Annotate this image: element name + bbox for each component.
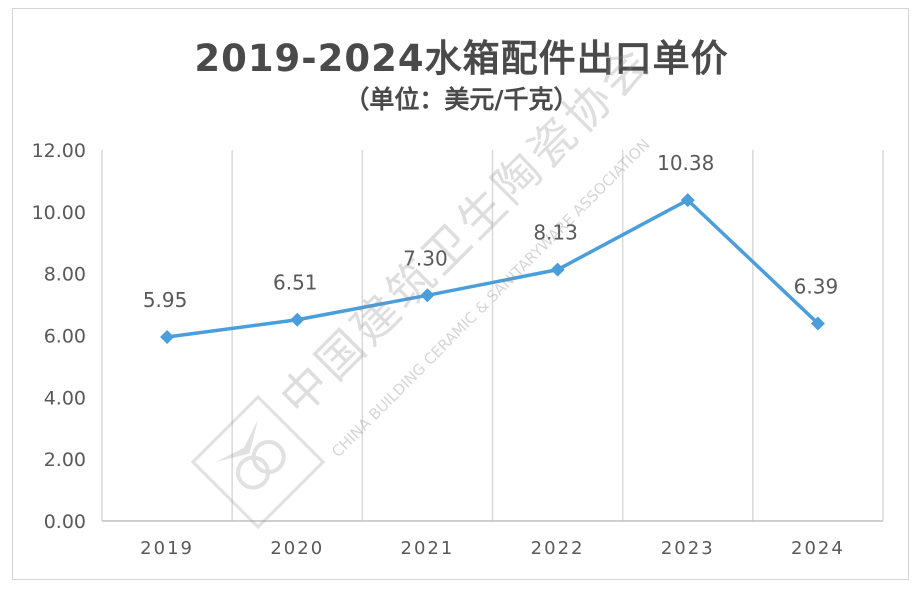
data-point-marker [680, 193, 695, 208]
x-tick-label: 2020 [270, 538, 324, 559]
x-tick-label: 2023 [661, 538, 715, 559]
x-tick-label: 2019 [140, 538, 194, 559]
data-point-marker [550, 262, 565, 277]
x-tick-label: 2024 [791, 538, 845, 559]
data-label: 8.13 [533, 221, 578, 245]
gridlines [101, 150, 884, 521]
data-point-marker [420, 288, 435, 303]
data-labels: 5.95 6.51 7.30 8.13 10.38 6.39 [143, 151, 838, 312]
data-point-marker [290, 312, 305, 327]
data-point-marker [160, 330, 175, 345]
data-label: 5.95 [143, 288, 188, 312]
data-label: 6.51 [273, 271, 318, 295]
series-markers [160, 193, 825, 345]
y-tick-label: 8.00 [44, 264, 86, 286]
y-tick-label: 12.00 [32, 140, 86, 162]
y-tick-label: 0.00 [44, 511, 86, 533]
series-line [166, 198, 820, 339]
chart-title: 2019-2024水箱配件出口单价 [194, 37, 729, 80]
y-tick-label: 10.00 [32, 202, 86, 224]
x-tick-label: 2021 [401, 538, 455, 559]
x-tick-label: 2022 [531, 538, 585, 559]
y-tick-label: 4.00 [44, 387, 86, 409]
data-label: 10.38 [657, 151, 714, 175]
data-label: 6.39 [794, 274, 839, 298]
y-tick-label: 6.00 [44, 326, 86, 348]
x-axis-labels: 2019 2020 2021 2022 2023 2024 [140, 538, 845, 559]
chart-frame [12, 8, 909, 580]
y-axis-labels: 0.00 2.00 4.00 6.00 8.00 10.00 12.00 [32, 140, 86, 533]
data-point-marker [810, 316, 825, 331]
y-tick-label: 2.00 [44, 449, 86, 471]
chart-subtitle: （单位：美元/千克） [344, 85, 579, 114]
data-label: 7.30 [403, 246, 448, 270]
